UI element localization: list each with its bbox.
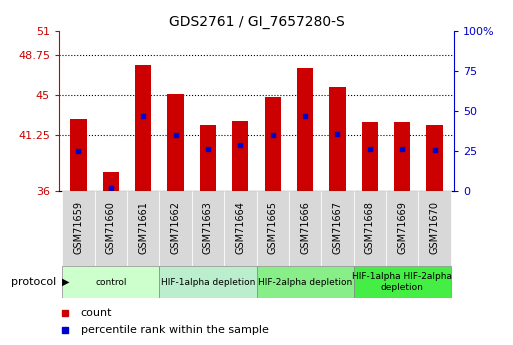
Bar bbox=[289, 191, 321, 266]
Bar bbox=[70, 119, 87, 191]
Text: protocol: protocol bbox=[11, 277, 56, 287]
Text: GSM71669: GSM71669 bbox=[397, 201, 407, 254]
Text: HIF-1alpha depletion: HIF-1alpha depletion bbox=[161, 277, 255, 287]
Bar bbox=[135, 65, 151, 191]
Text: GSM71662: GSM71662 bbox=[170, 200, 181, 254]
Bar bbox=[297, 68, 313, 191]
Bar bbox=[353, 266, 451, 298]
Text: GSM71663: GSM71663 bbox=[203, 201, 213, 254]
Bar bbox=[62, 266, 160, 298]
Title: GDS2761 / GI_7657280-S: GDS2761 / GI_7657280-S bbox=[169, 14, 344, 29]
Bar bbox=[329, 87, 346, 191]
Text: control: control bbox=[95, 277, 127, 287]
Bar bbox=[321, 191, 353, 266]
Bar bbox=[200, 125, 216, 191]
Text: GSM71670: GSM71670 bbox=[429, 200, 440, 254]
Text: GSM71661: GSM71661 bbox=[138, 201, 148, 254]
Bar bbox=[232, 121, 248, 191]
Bar bbox=[419, 191, 451, 266]
Text: HIF-1alpha HIF-2alpha
depletion: HIF-1alpha HIF-2alpha depletion bbox=[352, 272, 452, 292]
Bar bbox=[353, 191, 386, 266]
Text: ▶: ▶ bbox=[62, 277, 69, 287]
Bar bbox=[103, 172, 119, 191]
Bar bbox=[256, 266, 353, 298]
Text: HIF-2alpha depletion: HIF-2alpha depletion bbox=[258, 277, 352, 287]
Text: GSM71668: GSM71668 bbox=[365, 201, 375, 254]
Bar bbox=[426, 125, 443, 191]
Bar bbox=[362, 122, 378, 191]
Text: GSM71660: GSM71660 bbox=[106, 201, 116, 254]
Bar bbox=[127, 191, 160, 266]
Text: count: count bbox=[81, 308, 112, 318]
Bar bbox=[265, 97, 281, 191]
Bar bbox=[192, 191, 224, 266]
Bar bbox=[62, 191, 94, 266]
Bar bbox=[160, 191, 192, 266]
Text: GSM71667: GSM71667 bbox=[332, 200, 343, 254]
Text: percentile rank within the sample: percentile rank within the sample bbox=[81, 325, 268, 335]
Text: GSM71659: GSM71659 bbox=[73, 200, 84, 254]
Text: GSM71666: GSM71666 bbox=[300, 201, 310, 254]
Text: GSM71665: GSM71665 bbox=[268, 200, 278, 254]
Bar bbox=[167, 94, 184, 191]
Bar bbox=[386, 191, 419, 266]
Text: GSM71664: GSM71664 bbox=[235, 201, 245, 254]
Bar bbox=[224, 191, 256, 266]
Bar bbox=[94, 191, 127, 266]
Bar bbox=[160, 266, 256, 298]
Bar bbox=[256, 191, 289, 266]
Bar bbox=[394, 122, 410, 191]
